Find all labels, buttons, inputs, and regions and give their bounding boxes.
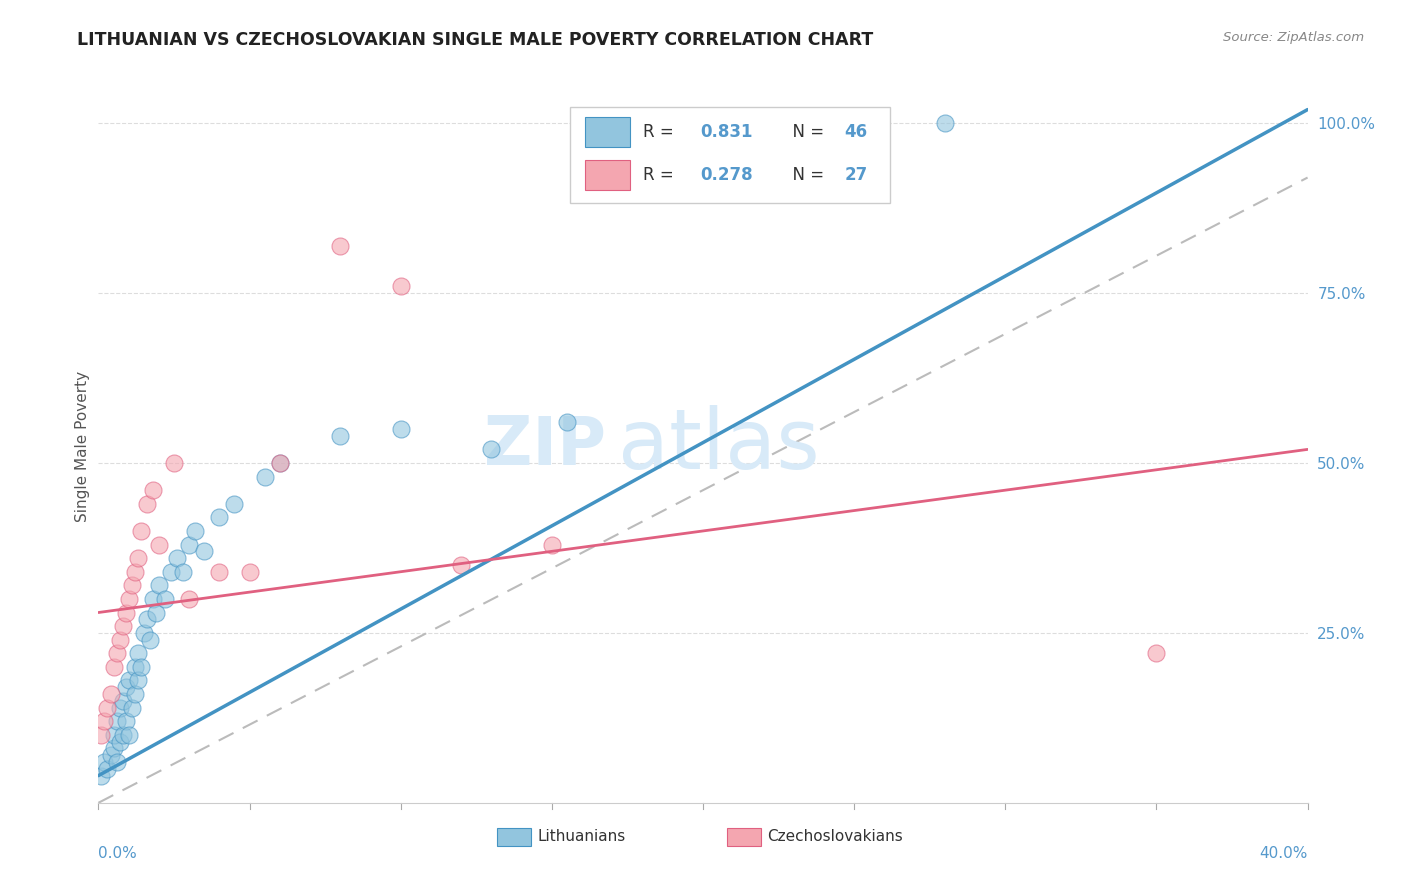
Point xyxy=(118,591,141,606)
Point xyxy=(105,714,128,729)
Point xyxy=(90,728,112,742)
Point xyxy=(129,524,152,538)
Y-axis label: Single Male Poverty: Single Male Poverty xyxy=(75,370,90,522)
Point xyxy=(142,591,165,606)
Point xyxy=(103,741,125,756)
Text: 0.831: 0.831 xyxy=(700,123,754,141)
Point xyxy=(208,510,231,524)
Point xyxy=(555,415,578,429)
Point xyxy=(752,116,775,130)
Text: Czechoslovakians: Czechoslovakians xyxy=(768,830,903,844)
Point xyxy=(96,762,118,776)
Point xyxy=(616,116,638,130)
Point xyxy=(139,632,162,647)
Text: 27: 27 xyxy=(845,166,868,184)
Point xyxy=(329,429,352,443)
Point xyxy=(111,694,134,708)
Text: ZIP: ZIP xyxy=(484,413,606,479)
Point xyxy=(90,769,112,783)
Point xyxy=(100,748,122,763)
Point xyxy=(121,700,143,714)
Point xyxy=(934,116,956,130)
Point xyxy=(103,728,125,742)
Point xyxy=(127,551,149,566)
Point xyxy=(239,565,262,579)
Point xyxy=(208,565,231,579)
Point xyxy=(118,673,141,688)
Point xyxy=(108,700,131,714)
Text: N =: N = xyxy=(782,166,830,184)
Point xyxy=(121,578,143,592)
Point xyxy=(269,456,291,470)
Point xyxy=(389,279,412,293)
Point xyxy=(93,755,115,769)
Text: R =: R = xyxy=(643,123,679,141)
Point xyxy=(269,456,291,470)
Bar xyxy=(727,828,761,846)
Text: LITHUANIAN VS CZECHOSLOVAKIAN SINGLE MALE POVERTY CORRELATION CHART: LITHUANIAN VS CZECHOSLOVAKIAN SINGLE MAL… xyxy=(77,31,873,49)
Point xyxy=(124,565,146,579)
Point xyxy=(111,728,134,742)
Text: Lithuanians: Lithuanians xyxy=(537,830,626,844)
Point xyxy=(450,558,472,572)
Text: 46: 46 xyxy=(845,123,868,141)
Point xyxy=(108,632,131,647)
Point xyxy=(129,660,152,674)
Point xyxy=(389,422,412,436)
Point xyxy=(163,456,186,470)
Point xyxy=(193,544,215,558)
Point xyxy=(127,673,149,688)
Point xyxy=(135,612,157,626)
Bar xyxy=(569,107,890,203)
Point xyxy=(253,469,276,483)
Point xyxy=(114,680,136,694)
Point xyxy=(105,646,128,660)
Text: 0.0%: 0.0% xyxy=(98,846,138,861)
Point xyxy=(135,497,157,511)
Point xyxy=(142,483,165,498)
Point xyxy=(114,714,136,729)
Bar xyxy=(585,117,630,147)
Point xyxy=(481,442,503,457)
Point xyxy=(103,660,125,674)
Point xyxy=(153,591,176,606)
Point xyxy=(118,728,141,742)
Point xyxy=(124,660,146,674)
Point xyxy=(148,578,170,592)
Text: N =: N = xyxy=(782,123,830,141)
Point xyxy=(108,734,131,748)
Text: 40.0%: 40.0% xyxy=(1260,846,1308,861)
Point xyxy=(179,537,201,551)
Point xyxy=(111,619,134,633)
Bar xyxy=(585,160,630,190)
Point xyxy=(166,551,188,566)
Point xyxy=(105,755,128,769)
Point xyxy=(148,537,170,551)
Point xyxy=(100,687,122,701)
Text: 0.278: 0.278 xyxy=(700,166,754,184)
Bar xyxy=(498,828,531,846)
Point xyxy=(1144,646,1167,660)
Point xyxy=(114,606,136,620)
Text: Source: ZipAtlas.com: Source: ZipAtlas.com xyxy=(1223,31,1364,45)
Point xyxy=(160,565,183,579)
Point xyxy=(93,714,115,729)
Point xyxy=(145,606,167,620)
Point xyxy=(224,497,246,511)
Text: R =: R = xyxy=(643,166,679,184)
Point xyxy=(132,626,155,640)
Text: atlas: atlas xyxy=(619,406,820,486)
Point xyxy=(172,565,194,579)
Point xyxy=(540,537,562,551)
Point xyxy=(329,238,352,252)
Point xyxy=(184,524,207,538)
Point xyxy=(127,646,149,660)
Point xyxy=(96,700,118,714)
Point xyxy=(179,591,201,606)
Point xyxy=(124,687,146,701)
